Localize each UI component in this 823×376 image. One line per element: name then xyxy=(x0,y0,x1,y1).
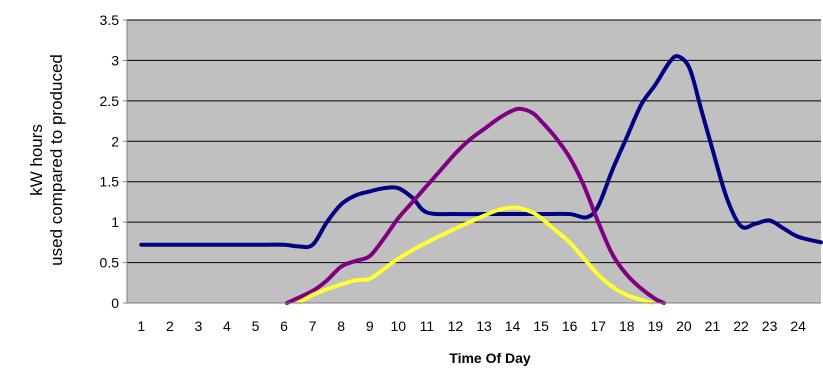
y-axis-tick-labels: 0 0.5 1 1.5 2 2.5 3 3.5 xyxy=(100,12,127,311)
y-tick-label: 0.5 xyxy=(100,255,120,271)
x-tick-label: 6 xyxy=(280,318,288,334)
y-tick-label: 1 xyxy=(111,214,119,230)
x-axis-tick-labels: 1 2 3 4 5 6 7 8 9 10 11 12 13 14 15 16 17 18 19 20 21 22 23 24 xyxy=(137,318,806,334)
x-tick-label: 5 xyxy=(252,318,260,334)
x-tick-label: 19 xyxy=(648,318,664,334)
series-lines xyxy=(139,54,823,305)
x-tick-label: 1 xyxy=(137,318,145,334)
x-tick-label: 14 xyxy=(505,318,521,334)
y-tick-label: 2.5 xyxy=(100,93,120,109)
y-axis-label-line-1: kW hours xyxy=(27,124,46,196)
series-line-navy xyxy=(139,54,823,250)
x-tick-label: 21 xyxy=(705,318,721,334)
y-tick-label: 0 xyxy=(111,295,119,311)
x-tick-label: 20 xyxy=(676,318,692,334)
x-tick-label: 11 xyxy=(420,318,435,334)
x-tick-label: 22 xyxy=(733,318,749,334)
x-tick-label: 17 xyxy=(590,318,606,334)
x-tick-label: 23 xyxy=(762,318,778,334)
x-tick-label: 15 xyxy=(533,318,549,334)
y-tick-label: 1.5 xyxy=(100,174,120,190)
x-tick-label: 10 xyxy=(391,318,407,334)
x-tick-label: 3 xyxy=(195,318,203,334)
y-tick-label: 3.5 xyxy=(100,12,120,28)
x-tick-label: 9 xyxy=(366,318,374,334)
plot-area-background xyxy=(127,20,821,303)
y-axis-label-line-2: used compared to produced xyxy=(47,54,66,266)
y-tick-label: 3 xyxy=(111,52,119,68)
series-line-purple xyxy=(284,106,666,305)
x-tick-label: 16 xyxy=(562,318,578,334)
x-tick-label: 13 xyxy=(476,318,492,334)
x-tick-label: 7 xyxy=(309,318,317,334)
x-tick-label: 24 xyxy=(790,318,806,334)
x-tick-label: 8 xyxy=(337,318,345,334)
x-tick-label: 2 xyxy=(166,318,174,334)
x-tick-label: 12 xyxy=(448,318,464,334)
x-axis-label: Time Of Day xyxy=(449,350,531,366)
x-tick-label: 18 xyxy=(619,318,635,334)
x-tick-label: 4 xyxy=(223,318,231,334)
series-line-yellow xyxy=(296,205,655,305)
y-tick-label: 2 xyxy=(111,133,119,149)
